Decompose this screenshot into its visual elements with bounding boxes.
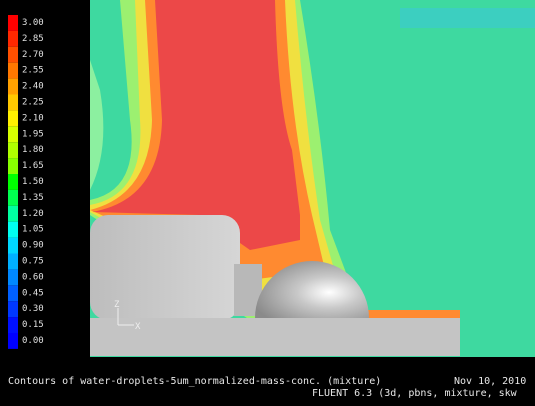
colorbar-label: 1.65 <box>22 161 44 171</box>
colorbar: 3.00 2.85 2.70 2.55 2.40 2.25 2.10 1.95 1.80 1.65… <box>8 15 44 349</box>
colorbar-swatch <box>8 174 18 190</box>
colorbar-swatch <box>8 158 18 174</box>
colorbar-swatch <box>8 333 18 349</box>
field-band <box>400 8 535 28</box>
colorbar-swatch <box>8 285 18 302</box>
colorbar-swatch <box>8 221 18 238</box>
colorbar-label: 0.15 <box>22 320 44 330</box>
colorbar-label: 1.20 <box>22 209 44 219</box>
field-band <box>355 310 460 318</box>
colorbar-swatch <box>8 205 18 222</box>
colorbar-label: 0.30 <box>22 304 44 314</box>
colorbar-swatch <box>8 30 18 47</box>
colorbar-swatch <box>8 301 18 318</box>
field-band <box>92 0 300 250</box>
geometry-dome <box>255 261 369 318</box>
footer-title: Contours of water-droplets-5um_normalize… <box>8 376 381 387</box>
colorbar-swatch <box>8 110 18 127</box>
colorbar-swatch <box>8 317 18 333</box>
colorbar-label: 2.85 <box>22 34 44 44</box>
colorbar-label: 2.25 <box>22 98 44 108</box>
colorbar-label: 1.35 <box>22 193 44 203</box>
colorbar-label: 2.70 <box>22 50 44 60</box>
colorbar-label: 0.00 <box>22 336 44 346</box>
colorbar-label: 2.40 <box>22 82 44 92</box>
colorbar-label: 3.00 <box>22 18 44 28</box>
footer <box>0 357 535 406</box>
colorbar-swatch <box>8 78 18 95</box>
colorbar-swatch <box>8 62 18 79</box>
colorbar-swatch <box>8 46 18 63</box>
colorbar-label: 2.55 <box>22 66 44 76</box>
colorbar-label: 2.10 <box>22 113 44 123</box>
colorbar-swatch <box>8 189 18 206</box>
colorbar-label: 0.90 <box>22 241 44 251</box>
colorbar-swatch <box>8 253 18 270</box>
colorbar-label: 1.80 <box>22 145 44 155</box>
colorbar-label: 0.75 <box>22 257 44 267</box>
footer-date: Nov 10, 2010 <box>454 376 526 387</box>
colorbar-label: 1.50 <box>22 177 44 187</box>
geometry-block <box>90 215 240 320</box>
colorbar-swatch <box>8 94 18 111</box>
axis-label: Z <box>114 300 120 310</box>
colorbar-swatch <box>8 15 18 31</box>
colorbar-label: 0.45 <box>22 288 44 298</box>
geometry-base <box>90 318 460 356</box>
axis-label: X <box>135 322 141 332</box>
colorbar-swatch <box>8 269 18 286</box>
colorbar-label: 1.95 <box>22 129 44 139</box>
field-band <box>90 60 104 190</box>
colorbar-label: 1.05 <box>22 225 44 235</box>
colorbar-swatch <box>8 142 18 159</box>
footer-solver: FLUENT 6.3 (3d, pbns, mixture, skw <box>312 388 518 399</box>
colorbar-label: 0.60 <box>22 272 44 282</box>
colorbar-swatch <box>8 237 18 254</box>
colorbar-swatch <box>8 126 18 143</box>
